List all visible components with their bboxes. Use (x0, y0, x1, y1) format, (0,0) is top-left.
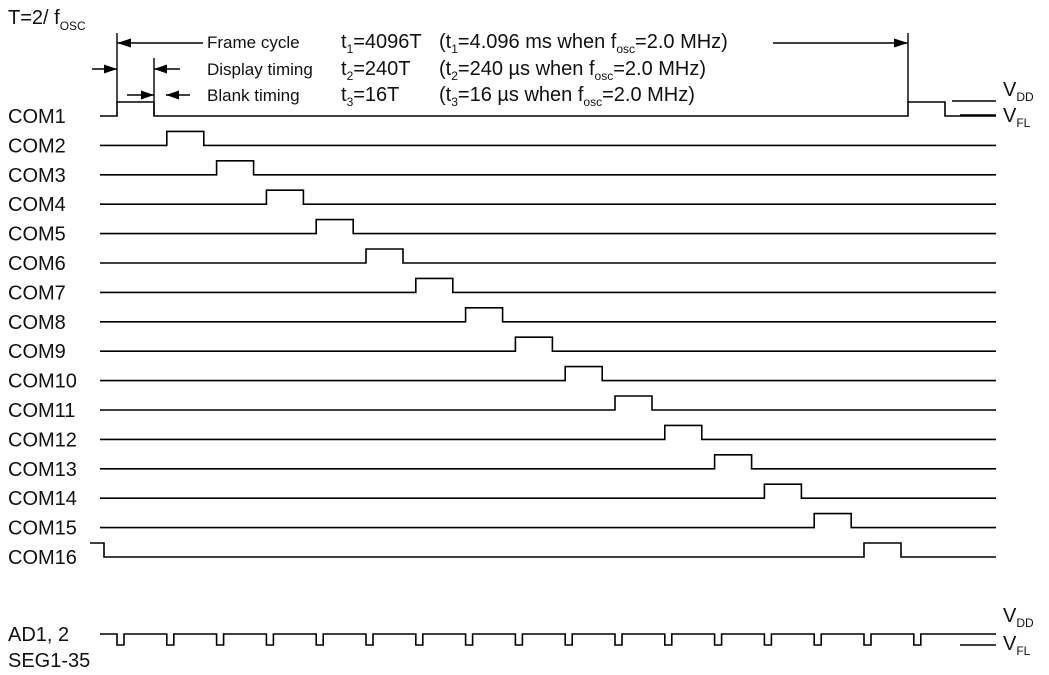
com-waveform-9 (100, 336, 996, 352)
com-waveform-7 (100, 277, 996, 294)
blank-timing-note: (t3=16 µs when fosc=2.0 MHz) (439, 84, 695, 109)
com-label-11: COM11 (8, 400, 75, 422)
display-timing-note: (t2=240 µs when fosc=2.0 MHz) (439, 58, 706, 83)
segment-waveform-group (100, 633, 967, 646)
com-waveform-6 (100, 248, 996, 264)
com-waveform-3 (100, 160, 996, 176)
com-label-12: COM12 (8, 429, 77, 451)
vdd-label-seg: VDD (1003, 605, 1034, 630)
com-label-3: COM3 (8, 165, 66, 187)
segment-label-line2: SEG1-35 (8, 650, 90, 672)
blank-timing-right-arrow (166, 90, 179, 100)
com-label-9: COM9 (8, 341, 66, 363)
segment-label-line1: AD1, 2 (8, 624, 69, 646)
display-timing-right-arrow (154, 64, 167, 74)
com-label-10: COM10 (8, 371, 77, 393)
com-waveform-5 (100, 218, 996, 235)
segment-waveform (100, 633, 967, 646)
com-label-8: COM8 (8, 312, 66, 334)
com-waveform-16 (90, 542, 996, 558)
com-waveform-14 (100, 483, 996, 499)
com-label-2: COM2 (8, 135, 66, 157)
com-label-1: COM1 (8, 106, 66, 128)
com-waveform-1 (100, 101, 996, 117)
com-label-13: COM13 (8, 459, 77, 481)
com-label-16: COM16 (8, 547, 77, 569)
display-timing-left-arrow (104, 64, 117, 74)
com-waveform-15 (100, 512, 996, 529)
com-waveform-10 (100, 365, 996, 382)
com-waveforms (90, 101, 996, 558)
com-labels: COM1 COM2 COM3 COM4 COM5 COM6 COM7 COM8 COM9 COM1… (8, 106, 77, 569)
com-label-6: COM6 (8, 253, 66, 275)
frame-cycle-right-arrow (894, 38, 908, 48)
com-label-5: COM5 (8, 224, 66, 246)
frame-cycle-note: (t1=4.096 ms when fosc=2.0 MHz) (439, 31, 728, 56)
display-timing-value: t2=240T (341, 58, 411, 83)
com-label-14: COM14 (8, 488, 77, 510)
display-timing-dimension (92, 58, 180, 116)
display-timing-label: Display timing (207, 60, 313, 79)
com-label-7: COM7 (8, 282, 66, 304)
com-waveform-13 (100, 454, 996, 470)
com-waveform-2 (100, 130, 996, 147)
blank-timing-left-arrow (141, 90, 154, 100)
vfl-label-com: VFL (1003, 105, 1031, 130)
com-waveform-11 (100, 395, 996, 411)
com-waveform-8 (100, 307, 996, 323)
com-label-4: COM4 (8, 194, 66, 216)
period-formula-sub: OSC (60, 19, 86, 33)
vdd-label-com: VDD (1003, 79, 1034, 104)
blank-timing-value: t3=16T (341, 84, 399, 109)
blank-timing-dimension (127, 90, 190, 100)
com-waveform-12 (100, 424, 996, 441)
com-waveform-4 (100, 189, 996, 205)
period-formula-main: T=2/ f (8, 7, 60, 29)
period-formula: T=2/ fOSC (8, 7, 86, 33)
blank-timing-label: Blank timing (207, 86, 300, 105)
frame-cycle-left-arrow (117, 38, 131, 48)
frame-cycle-dimension (116, 33, 909, 103)
frame-cycle-value: t1=4096T (341, 31, 422, 56)
com-label-15: COM15 (8, 518, 77, 540)
frame-cycle-label: Frame cycle (207, 33, 300, 52)
vfl-label-seg: VFL (1003, 633, 1031, 658)
com-level-indicators: VDD VFL (952, 79, 1034, 130)
seg-level-indicators: VDD VFL (960, 605, 1034, 658)
